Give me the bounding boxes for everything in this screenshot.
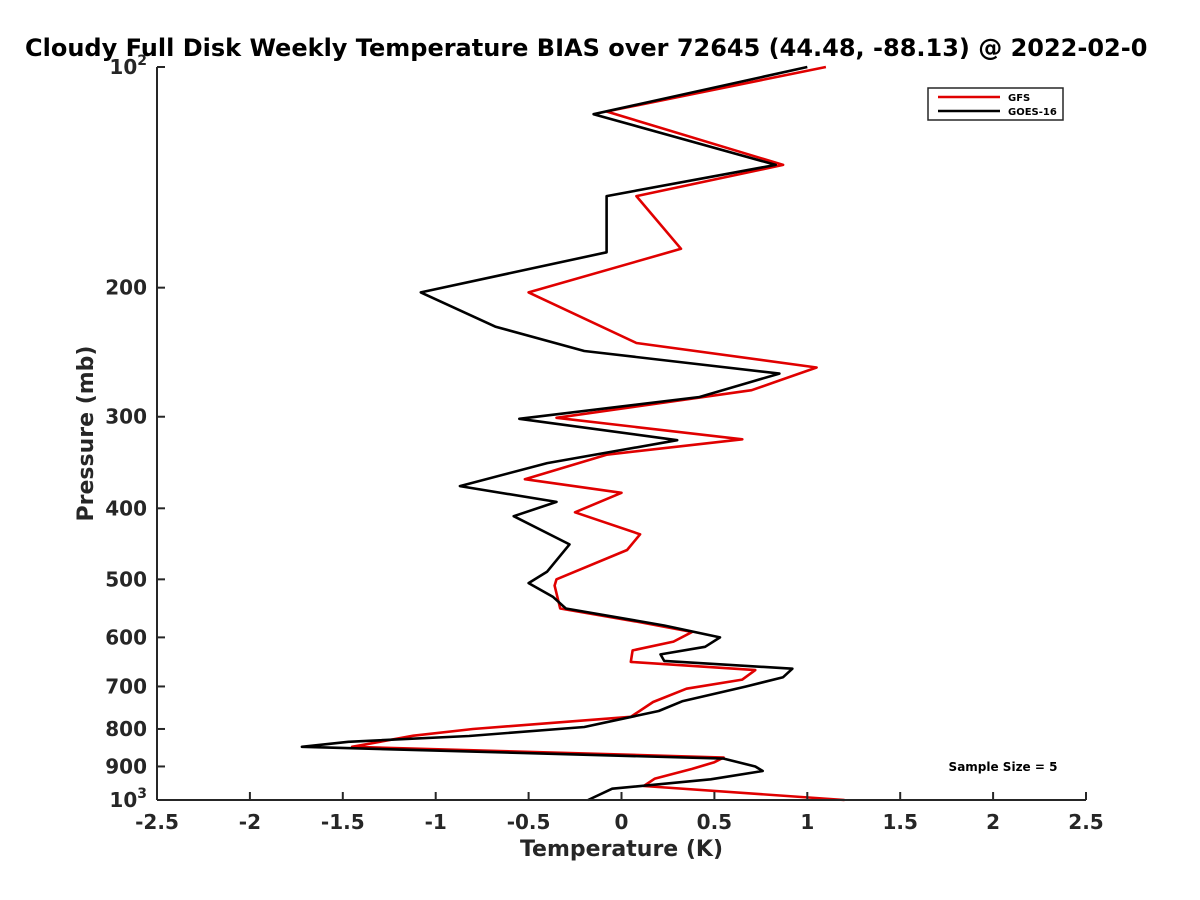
y-tick-label: 900 <box>105 754 147 778</box>
ticks-layer: -2.5 -2 -1.5 -1 -0.5 0 0.5 1 1.5 2 2.5 102 200 300 400… <box>105 53 1103 834</box>
x-tick-label: 2.5 <box>1068 810 1103 834</box>
x-tick-label: 2 <box>986 810 1000 834</box>
y-tick-label: 400 <box>105 496 147 520</box>
x-tick-label: -2 <box>239 810 261 834</box>
legend-box <box>927 87 1064 121</box>
y-tick-label: 800 <box>105 717 147 741</box>
x-tick-label: -1.5 <box>321 810 365 834</box>
y-tick-label: 300 <box>105 405 147 429</box>
y-tick-label: 500 <box>105 567 147 591</box>
y-axis-label: Pressure (mb) <box>74 346 99 522</box>
chart-title: Cloudy Full Disk Weekly Temperature BIAS… <box>25 34 1147 62</box>
y-tick-label: 102 <box>109 53 147 79</box>
sample-size-note: Sample Size = 5 <box>949 760 1058 774</box>
y-tick-label: 600 <box>105 625 147 649</box>
y-tick-label: 103 <box>109 786 147 812</box>
x-tick-label: -0.5 <box>507 810 551 834</box>
x-tick-label: -1 <box>425 810 447 834</box>
series-layer <box>300 65 845 802</box>
legend-label: GOES-16 <box>1008 107 1057 118</box>
x-tick-label: 0.5 <box>697 810 732 834</box>
y-tick-label: 700 <box>105 674 147 698</box>
x-tick-label: 0 <box>615 810 629 834</box>
series-line-goes-16 <box>300 65 808 802</box>
legend: GFS GOES-16 <box>927 87 1064 121</box>
x-axis-label: Temperature (K) <box>520 837 723 862</box>
series-line-gfs <box>350 65 845 802</box>
legend-label: GFS <box>1008 93 1030 104</box>
x-tick-label: 1.5 <box>882 810 917 834</box>
x-tick-label: 1 <box>800 810 814 834</box>
x-tick-label: -2.5 <box>135 810 179 834</box>
y-tick-label: 200 <box>105 276 147 300</box>
